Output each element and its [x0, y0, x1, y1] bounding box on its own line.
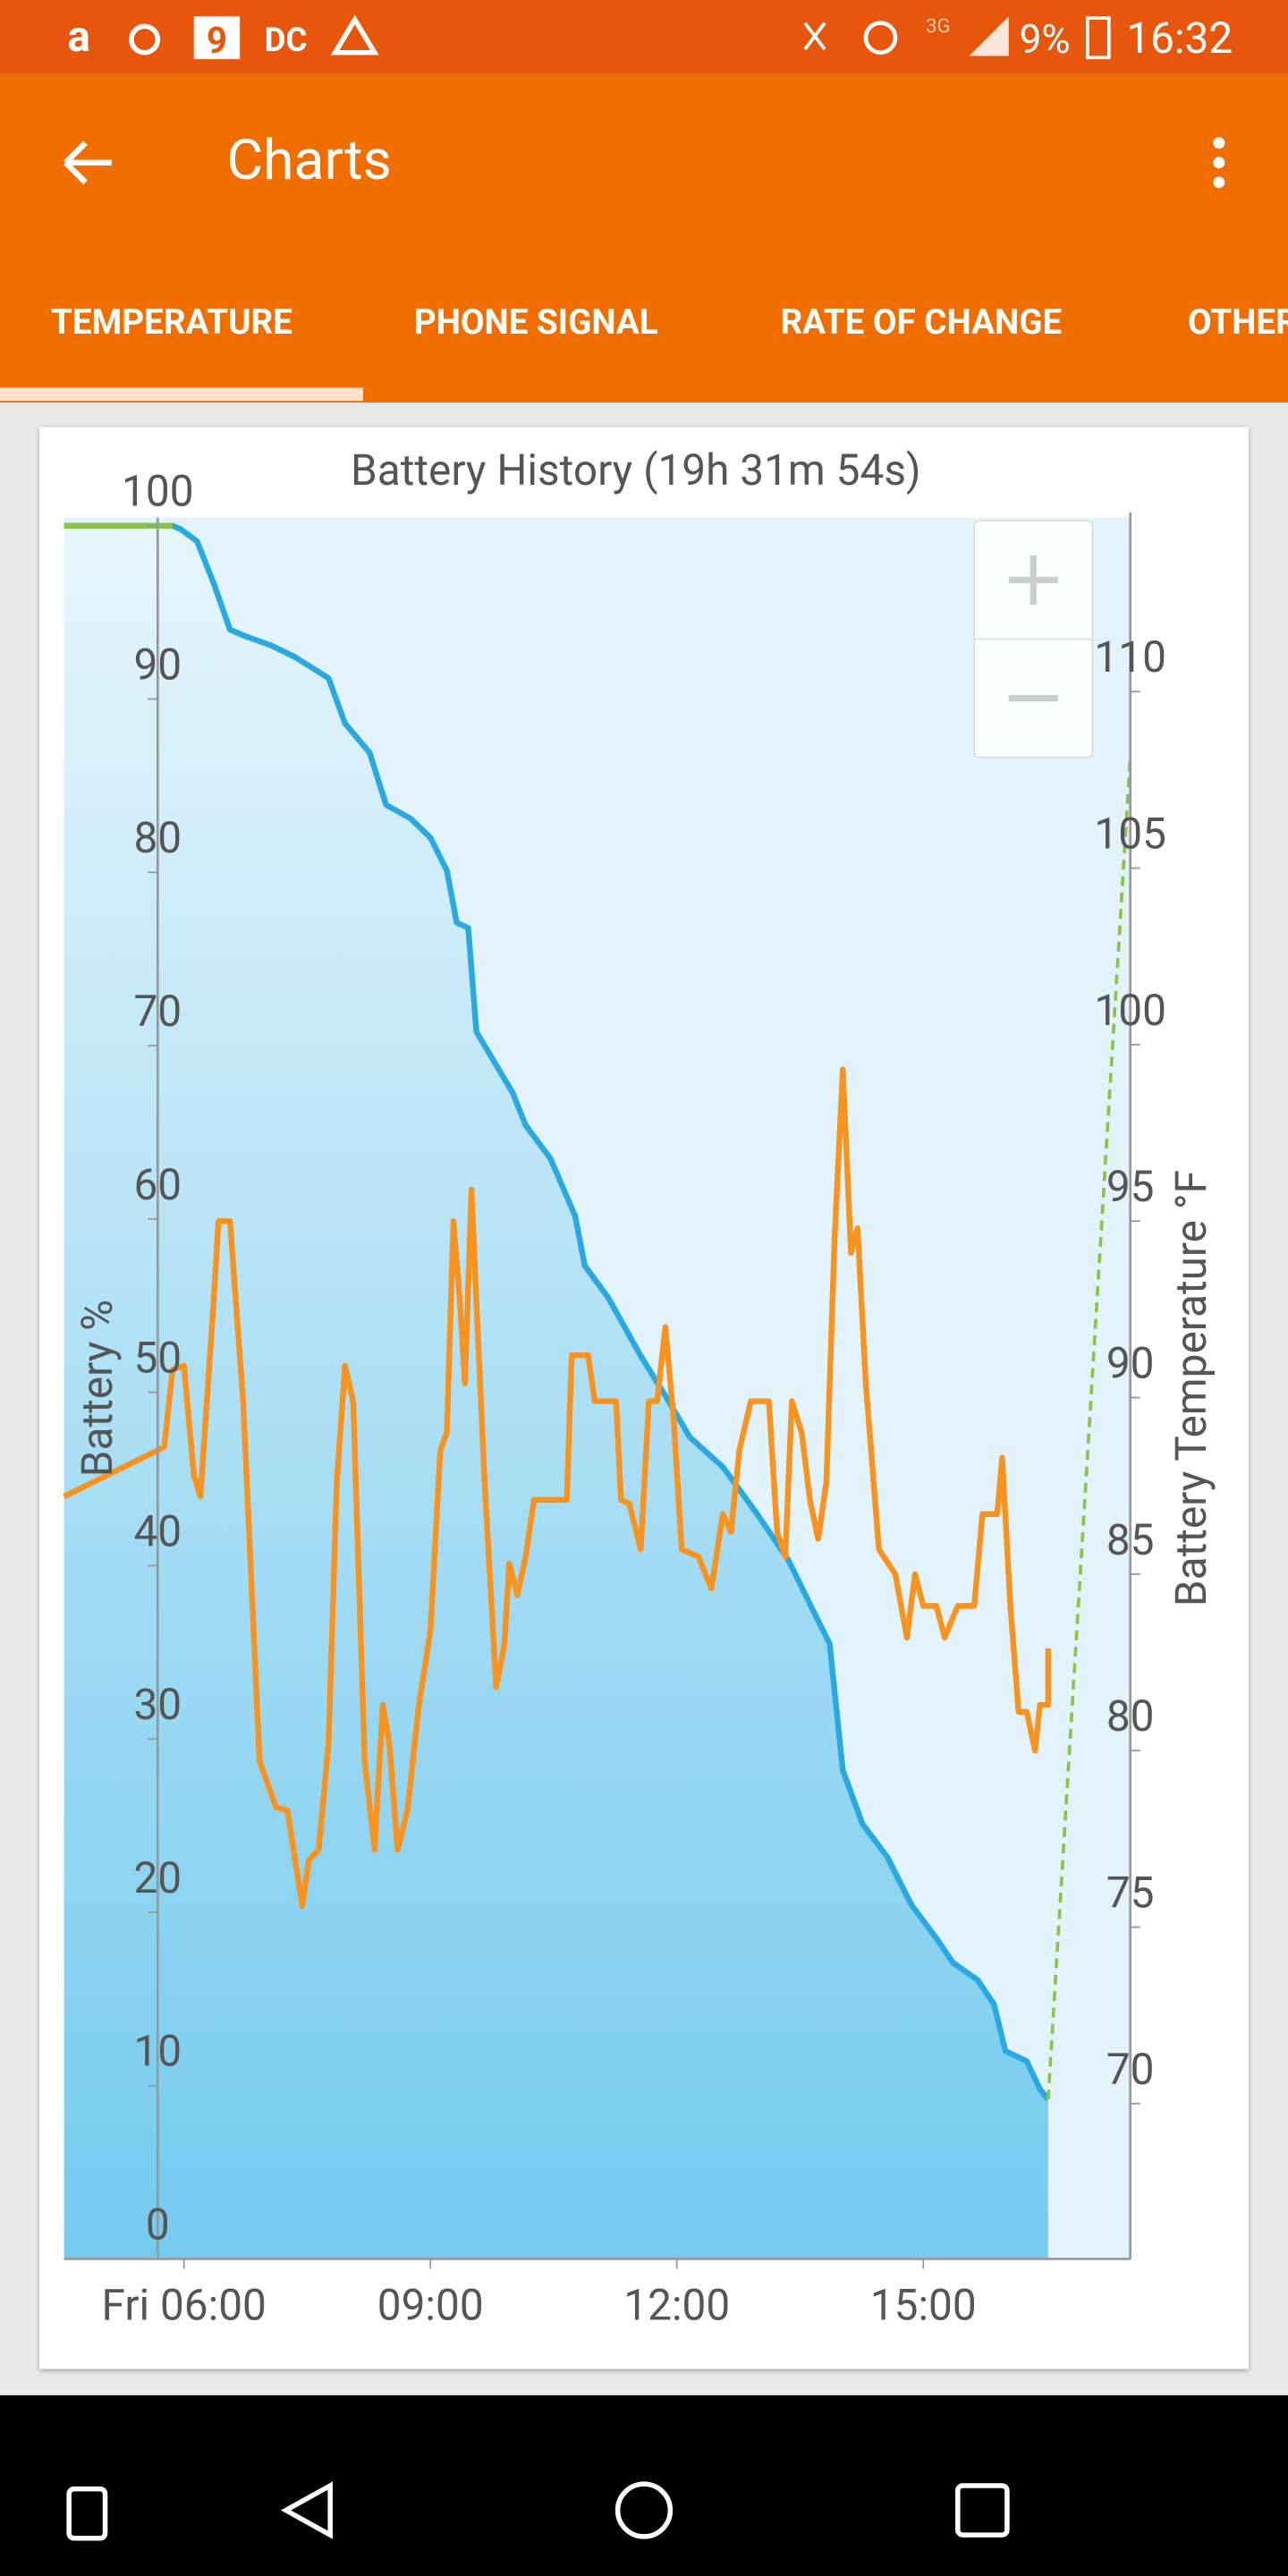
y2-tick-label: 110	[1094, 632, 1166, 682]
bluetooth-icon	[803, 21, 826, 51]
zoom-controls	[973, 520, 1094, 758]
drive-icon	[330, 14, 379, 55]
tab[interactable]: OTHER	[1187, 303, 1288, 343]
battery-line	[1046, 756, 1132, 2100]
battery-line	[64, 522, 1051, 2102]
tab[interactable]: RATE OF CHANGE	[780, 303, 1063, 343]
status-icons: a 9 DC 3G 9% 16:32	[67, 12, 1233, 64]
y-axis-label: Battery %	[72, 1300, 123, 1477]
app-icon	[193, 16, 241, 60]
y2-tick-label: 105	[1094, 809, 1166, 860]
y-tick-label: 0	[146, 2199, 170, 2250]
tab-indicator	[0, 387, 363, 402]
app-icon: a	[67, 12, 90, 62]
y2-tick-label: 90	[1106, 1339, 1155, 1389]
nav-back[interactable]	[280, 2481, 333, 2539]
app-bar: Charts TEMPERATURE PHONE SIGNAL RATE OF …	[0, 73, 1288, 403]
status-bar: a 9 DC 3G 9% 16:32	[0, 0, 1288, 74]
network-type: 3G	[926, 16, 950, 38]
navigation-bar	[0, 2394, 1288, 2576]
y-tick-label: 30	[133, 1680, 182, 1730]
y2-tick-label: 95	[1106, 1162, 1155, 1212]
battery-icon	[1086, 16, 1111, 60]
nav-icons	[66, 2481, 1010, 2541]
x-tick-label: Fri 06:00	[102, 2280, 267, 2330]
y2-tick-label: 70	[1106, 2045, 1155, 2095]
notification-icon: 9	[207, 20, 227, 62]
zoom-in[interactable]	[1008, 555, 1058, 605]
y-tick-label: 90	[133, 640, 182, 690]
app-icon	[129, 23, 161, 55]
plot-area	[63, 522, 1132, 2259]
y-tick-label: 40	[133, 1506, 182, 1556]
y-tick-label: 60	[133, 1160, 182, 1210]
y2-tick-label: 75	[1106, 1868, 1155, 1918]
alarm-icon	[863, 21, 898, 55]
app-bar-icons	[64, 137, 1225, 189]
x-tick-label: 09:00	[377, 2280, 484, 2330]
nav-recents[interactable]	[955, 2483, 1010, 2538]
back-button[interactable]	[64, 140, 112, 185]
y-tick-label: 10	[133, 2027, 182, 2077]
x-tick-label: 15:00	[870, 2280, 977, 2330]
battery-percent: 9%	[1020, 16, 1071, 63]
y-tick-label: 50	[133, 1334, 182, 1384]
app-title: Charts	[226, 128, 392, 194]
y2-axis-label: Battery Temperature °F	[1166, 1170, 1216, 1606]
overflow-menu[interactable]	[1213, 137, 1225, 189]
nav-home[interactable]	[614, 2481, 674, 2539]
clock: 16:32	[1126, 13, 1233, 64]
y2-tick-label: 85	[1106, 1515, 1155, 1565]
y-tick-label: 20	[133, 1853, 182, 1903]
notification-icon: DC	[265, 21, 308, 59]
chart-title: Battery History (19h 31m 54s)	[351, 445, 921, 496]
y-tick-label: 80	[133, 813, 182, 863]
y-tick-label: 70	[133, 987, 182, 1037]
battery-area	[64, 525, 1048, 2259]
tab[interactable]: PHONE SIGNAL	[413, 303, 658, 343]
x-tick-label: 12:00	[623, 2280, 730, 2330]
temperature-line	[63, 1066, 1052, 1910]
nav-extra[interactable]	[66, 2486, 108, 2541]
y-tick-label: 100	[122, 467, 194, 517]
y2-tick-label: 100	[1094, 986, 1166, 1036]
tab[interactable]: TEMPERATURE	[50, 303, 292, 343]
y2-tick-label: 80	[1106, 1691, 1155, 1741]
